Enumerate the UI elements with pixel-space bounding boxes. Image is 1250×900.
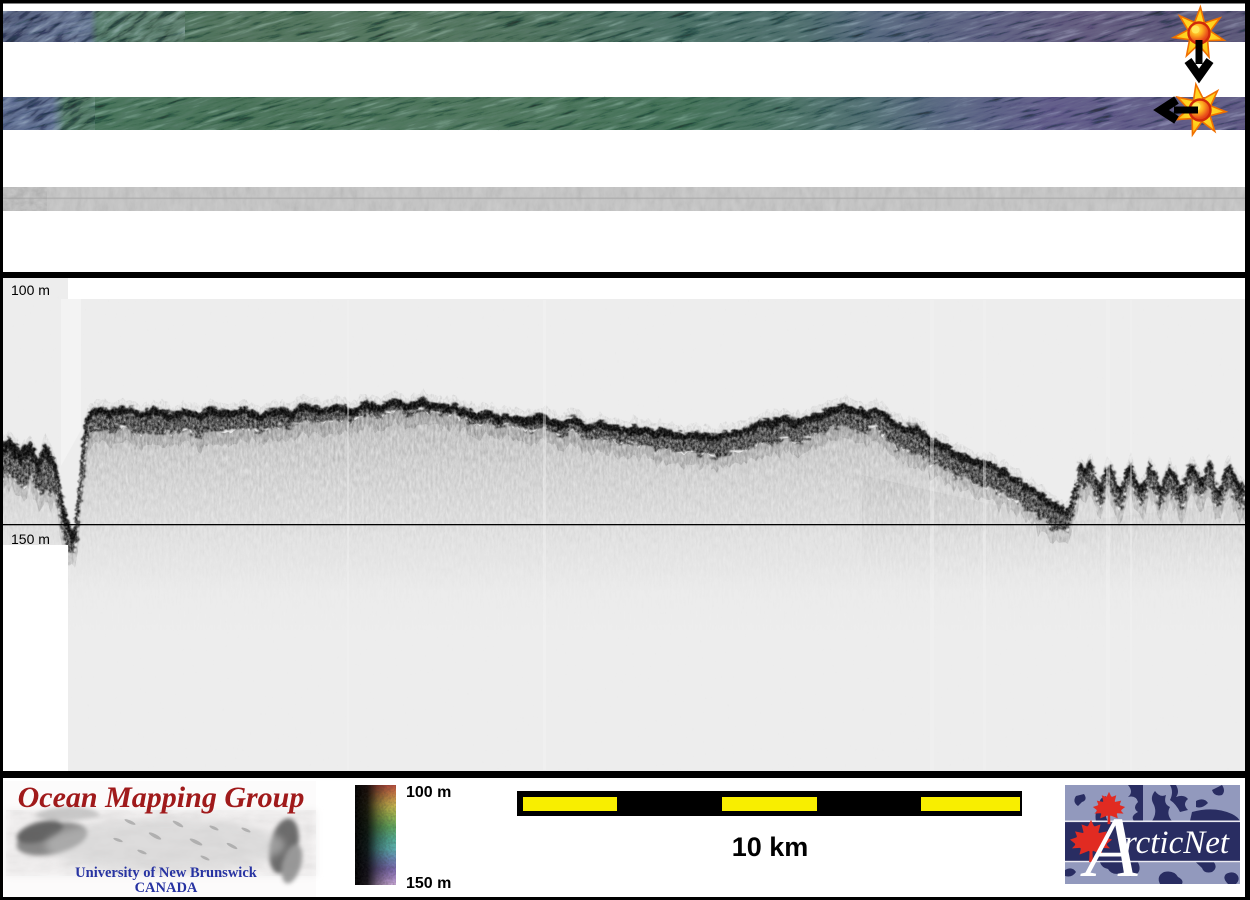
- svg-text:Ocean Mapping Group: Ocean Mapping Group: [18, 781, 305, 814]
- svg-text:150 m: 150 m: [406, 875, 451, 892]
- svg-text:CANADA: CANADA: [135, 880, 198, 896]
- svg-text:100 m: 100 m: [406, 784, 451, 801]
- svg-text:150 m: 150 m: [11, 531, 50, 547]
- svg-text:100 m: 100 m: [11, 282, 50, 298]
- svg-text:10 km: 10 km: [732, 832, 809, 862]
- svg-text:A: A: [1080, 799, 1138, 895]
- svg-text:rcticNet: rcticNet: [1124, 825, 1230, 861]
- svg-text:University of New Brunswick: University of New Brunswick: [75, 865, 258, 881]
